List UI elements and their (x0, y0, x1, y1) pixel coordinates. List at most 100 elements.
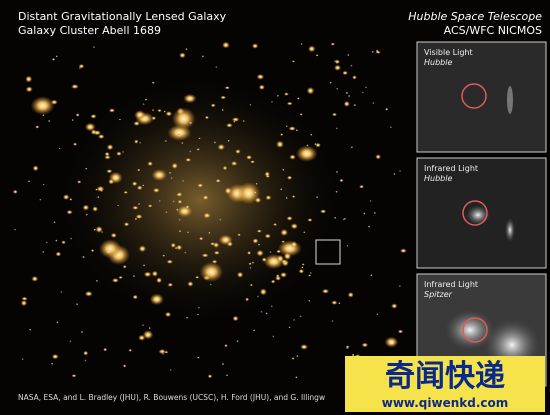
galaxy (151, 169, 168, 182)
galaxy (264, 233, 271, 239)
galaxy (285, 125, 288, 128)
galaxy (296, 355, 299, 357)
subtitle: Galaxy Cluster Abell 1689 (18, 24, 161, 37)
galaxy (249, 266, 252, 269)
galaxy (51, 58, 56, 61)
galaxy (315, 54, 319, 57)
galaxy (186, 316, 188, 319)
galaxy (362, 91, 364, 94)
galaxy (271, 101, 273, 103)
circle-marker (461, 83, 487, 109)
galaxy (272, 335, 275, 338)
galaxy (397, 329, 404, 334)
galaxy (71, 84, 79, 89)
galaxy (222, 363, 224, 365)
galaxy (181, 142, 184, 144)
galaxy (134, 217, 138, 221)
galaxy (95, 226, 103, 233)
galaxy (202, 195, 209, 200)
galaxy (352, 353, 354, 356)
galaxy (281, 240, 286, 243)
galaxy (343, 100, 350, 107)
galaxy (203, 212, 211, 219)
galaxy (315, 142, 321, 148)
galaxy (96, 185, 105, 192)
galaxy (280, 228, 289, 237)
galaxy (227, 139, 230, 142)
galaxy (117, 204, 120, 207)
galaxy (265, 312, 268, 315)
blob (505, 218, 515, 242)
galaxy (86, 213, 88, 216)
galaxy (308, 45, 316, 53)
galaxy (198, 306, 200, 309)
galaxy (306, 86, 315, 95)
galaxy (391, 342, 393, 345)
galaxy (237, 233, 241, 237)
instruments: ACS/WFC NICMOS (444, 24, 542, 37)
panel-label: Infrared Light (424, 280, 478, 289)
galaxy (138, 245, 147, 253)
panels (416, 41, 547, 387)
galaxy (295, 376, 298, 379)
galaxy (247, 251, 252, 255)
galaxy (280, 272, 288, 278)
galaxy (178, 219, 181, 221)
galaxy (142, 330, 154, 340)
galaxy (250, 160, 255, 164)
galaxy (269, 251, 272, 254)
galaxy (157, 109, 162, 113)
galaxy (142, 184, 145, 187)
galaxy (158, 200, 161, 202)
panel-source: Hubble (424, 174, 452, 183)
galaxy (85, 167, 88, 170)
galaxy (189, 150, 192, 153)
galaxy (331, 320, 334, 322)
galaxy (288, 326, 291, 329)
galaxy (299, 113, 303, 116)
galaxy (222, 165, 228, 171)
galaxy (385, 107, 389, 111)
galaxy (331, 300, 338, 305)
galaxy (81, 255, 86, 259)
galaxy (136, 185, 143, 191)
galaxy (211, 259, 218, 264)
galaxy (224, 187, 232, 195)
galaxy (232, 315, 239, 322)
galaxy (314, 143, 317, 145)
galaxy (372, 102, 375, 104)
galaxy (69, 198, 73, 201)
galaxy (300, 43, 303, 45)
galaxy (42, 251, 44, 253)
galaxy (351, 146, 353, 149)
galaxy (273, 222, 278, 226)
galaxy (345, 345, 350, 349)
watermark-box (345, 356, 545, 412)
galaxy (56, 321, 59, 324)
galaxy (152, 187, 160, 193)
galaxy (308, 274, 312, 277)
galaxy (55, 239, 58, 242)
galaxy (399, 285, 401, 287)
galaxy (284, 92, 289, 96)
panel-source: Hubble (424, 58, 452, 67)
galaxy (219, 218, 222, 221)
galaxy (342, 218, 345, 221)
galaxy (336, 87, 338, 90)
galaxy (306, 144, 309, 147)
galaxy (176, 205, 193, 218)
galaxy (29, 328, 31, 331)
galaxy (164, 311, 172, 318)
galaxy (348, 95, 350, 97)
blob (507, 86, 513, 114)
galaxy (158, 349, 166, 355)
galaxy (320, 209, 327, 214)
galaxy (185, 205, 190, 209)
galaxy (218, 234, 233, 246)
galaxy (375, 50, 381, 54)
galaxy (81, 331, 83, 333)
galaxy (303, 231, 306, 234)
galaxy (255, 182, 258, 185)
galaxy (310, 133, 313, 136)
galaxy (260, 311, 263, 313)
